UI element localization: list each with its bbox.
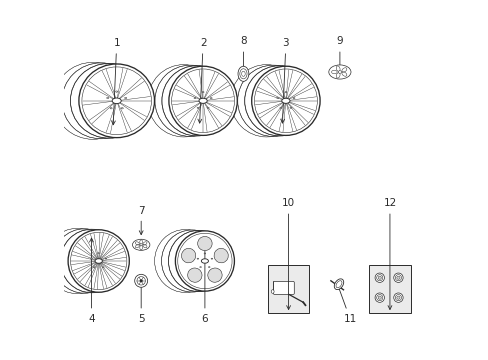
Ellipse shape: [292, 98, 294, 99]
Ellipse shape: [334, 279, 343, 289]
Ellipse shape: [132, 239, 150, 250]
Ellipse shape: [203, 253, 205, 254]
Ellipse shape: [207, 107, 209, 108]
Ellipse shape: [155, 65, 225, 136]
Ellipse shape: [207, 268, 222, 282]
Ellipse shape: [105, 258, 106, 259]
Text: 1: 1: [111, 38, 120, 125]
Ellipse shape: [328, 65, 350, 79]
Ellipse shape: [147, 65, 219, 137]
Ellipse shape: [393, 273, 402, 282]
Text: 12: 12: [383, 198, 396, 310]
Ellipse shape: [90, 258, 92, 259]
Ellipse shape: [162, 66, 231, 136]
Text: 10: 10: [281, 198, 294, 310]
Text: 3: 3: [280, 38, 288, 123]
Text: 9: 9: [336, 36, 343, 75]
Ellipse shape: [140, 244, 142, 246]
Ellipse shape: [271, 290, 274, 293]
Bar: [368, 265, 410, 313]
Ellipse shape: [106, 97, 108, 99]
Text: 8: 8: [240, 36, 246, 79]
Ellipse shape: [140, 279, 142, 282]
Text: 5: 5: [138, 276, 144, 324]
Ellipse shape: [279, 107, 281, 108]
Ellipse shape: [121, 108, 123, 109]
Ellipse shape: [211, 258, 212, 259]
Ellipse shape: [238, 66, 248, 81]
Bar: [267, 265, 309, 313]
Ellipse shape: [116, 91, 118, 92]
Ellipse shape: [396, 296, 399, 299]
Ellipse shape: [197, 237, 212, 251]
Ellipse shape: [95, 259, 102, 263]
Ellipse shape: [102, 267, 104, 268]
Ellipse shape: [175, 231, 234, 291]
Ellipse shape: [210, 98, 212, 99]
Ellipse shape: [154, 230, 216, 292]
Ellipse shape: [70, 63, 147, 138]
Ellipse shape: [374, 273, 384, 282]
Ellipse shape: [237, 65, 307, 136]
Text: 11: 11: [335, 282, 356, 324]
Ellipse shape: [45, 228, 109, 294]
Ellipse shape: [79, 64, 154, 138]
Ellipse shape: [251, 66, 320, 135]
Ellipse shape: [201, 259, 208, 263]
Ellipse shape: [194, 98, 196, 99]
Text: 6: 6: [201, 240, 208, 324]
Ellipse shape: [110, 108, 112, 109]
Ellipse shape: [393, 293, 402, 302]
Ellipse shape: [289, 107, 291, 108]
Text: 4: 4: [88, 238, 95, 324]
Ellipse shape: [62, 63, 140, 139]
Ellipse shape: [276, 98, 278, 99]
Ellipse shape: [68, 230, 129, 292]
Ellipse shape: [244, 66, 313, 136]
Text: 2: 2: [198, 38, 206, 123]
Ellipse shape: [230, 65, 302, 137]
Ellipse shape: [134, 274, 147, 287]
Ellipse shape: [337, 71, 341, 73]
Ellipse shape: [374, 293, 384, 302]
Text: 7: 7: [138, 206, 144, 235]
Ellipse shape: [168, 230, 228, 292]
Ellipse shape: [61, 229, 122, 293]
Ellipse shape: [377, 276, 381, 279]
Ellipse shape: [161, 230, 222, 292]
Ellipse shape: [187, 268, 202, 282]
Ellipse shape: [93, 267, 95, 268]
Ellipse shape: [197, 107, 199, 108]
Ellipse shape: [168, 66, 237, 135]
Ellipse shape: [202, 91, 203, 93]
FancyBboxPatch shape: [273, 282, 294, 294]
Ellipse shape: [53, 229, 116, 293]
Ellipse shape: [281, 98, 289, 103]
Ellipse shape: [98, 253, 100, 254]
Ellipse shape: [377, 296, 381, 299]
Ellipse shape: [124, 97, 126, 99]
Ellipse shape: [112, 98, 121, 104]
Ellipse shape: [181, 248, 195, 263]
Ellipse shape: [214, 248, 228, 263]
Ellipse shape: [53, 62, 132, 139]
Ellipse shape: [396, 276, 399, 279]
Ellipse shape: [285, 91, 286, 93]
Ellipse shape: [199, 98, 207, 103]
Ellipse shape: [197, 258, 198, 259]
